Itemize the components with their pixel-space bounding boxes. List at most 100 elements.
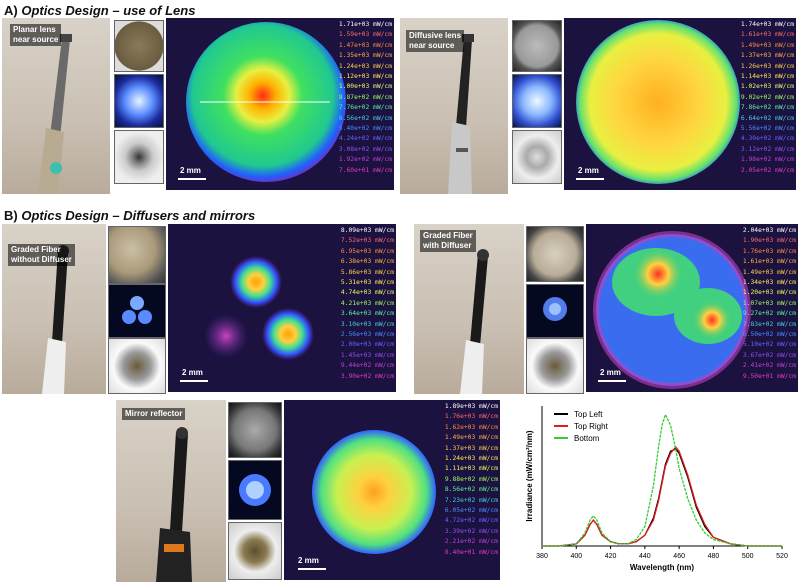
lens-photo-thumb [114, 20, 164, 72]
x-tick-label: 400 [570, 553, 582, 560]
legend-label: Top Right [574, 422, 609, 431]
panel-label: Planar lens near source [10, 24, 62, 46]
scale-bar-label: 2 mm [298, 556, 319, 565]
panel-label: Graded Fiber with Diffuser [420, 230, 476, 252]
legend-entry: 6.50e+02 mW/cm [742, 331, 796, 339]
legend-entry: 7.76e+02 mW/cm [338, 104, 392, 112]
section-a-prefix: A) [4, 3, 18, 18]
legend-entry: 5.86e+03 mW/cm [340, 268, 394, 276]
legend-entry: 1.07e+03 mW/cm [742, 299, 796, 307]
scale-bar-label: 2 mm [182, 368, 203, 377]
legend-entry: 1.89e+03 mW/cm [444, 403, 498, 410]
legend-entry: 8.87e+02 mW/cm [338, 93, 392, 101]
legend-entry: 7.23e+02 mW/cm [444, 496, 498, 504]
legend-entry: 1.11e+03 mW/cm [444, 465, 498, 473]
x-axis-label: Wavelength (nm) [630, 563, 694, 572]
legend-entry: 1.35e+03 mW/cm [338, 52, 392, 60]
legend-entry: 1.49e+03 mW/cm [742, 268, 796, 276]
legend-entry: 2.21e+02 mW/cm [444, 538, 498, 546]
legend-entry: 9.27e+02 mW/cm [742, 310, 796, 318]
scale-bar [576, 178, 604, 180]
tip-closeup-thumb [526, 338, 584, 394]
scale-bar-label: 2 mm [180, 166, 201, 175]
curing-light-device [156, 427, 192, 582]
legend-entry: 1.61e+03 mW/cm [742, 258, 796, 266]
y-axis-label: Irradiance (mW/cm²/nm) [525, 430, 534, 521]
legend-entry: 8.56e+02 mW/cm [444, 486, 498, 494]
legend-entry: 1.98e+02 mW/cm [740, 156, 794, 164]
legend-entry: 1.14e+03 mW/cm [740, 73, 794, 81]
legend-entry: 4.30e+02 mW/cm [740, 135, 794, 143]
legend-entry: 1.61e+03 mW/cm [740, 31, 794, 39]
legend-entry: 2.05e+02 mW/cm [740, 166, 794, 174]
panel-label: Diffusive lens near source [406, 30, 465, 52]
section-a-text: Optics Design – use of Lens [21, 3, 196, 18]
x-tick-label: 500 [742, 553, 754, 560]
tip-closeup-thumb [512, 130, 562, 184]
legend-entry: 4.21e+03 mW/cm [340, 299, 394, 307]
legend-entry: 1.90e+03 mW/cm [742, 237, 796, 245]
legend-entry: 3.64e+03 mW/cm [340, 310, 394, 318]
x-tick-label: 380 [536, 553, 548, 560]
x-tick-label: 520 [776, 553, 788, 560]
intensity-legend: 2.04e+03 mW/cm 1.90e+03 mW/cm 1.76e+03 mW/… [743, 226, 796, 382]
curing-light-device [448, 34, 474, 194]
legend-entry: 1.45e+03 mW/cm [340, 351, 394, 359]
panel-diffusive-lens: Diffusive lens near source 2 mm 1.74e+03… [400, 18, 796, 194]
legend-entry: 2.00e+03 mW/cm [340, 341, 394, 349]
x-tick-label: 440 [639, 553, 651, 560]
illuminated-thumb [512, 74, 562, 128]
legend-entry: 8.09e+03 mW/cm [340, 227, 394, 234]
curing-light-device [460, 249, 489, 394]
legend-entry: 1.62e+03 mW/cm [444, 423, 498, 431]
device-photo [414, 224, 524, 394]
legend-entry: 1.26e+03 mW/cm [740, 62, 794, 70]
legend-entry: 6.05e+02 mW/cm [444, 507, 498, 515]
illuminated-thumb [114, 74, 164, 128]
device-photo [2, 18, 110, 194]
lens-photo-thumb [512, 20, 562, 72]
x-tick-label: 460 [673, 553, 685, 560]
tip-closeup-thumb [108, 338, 166, 394]
scale-bar-label: 2 mm [578, 166, 599, 175]
legend-entry: 3.90e+02 mW/cm [340, 372, 394, 380]
tip-closeup-thumb [114, 130, 164, 184]
section-b-title: B) Optics Design – Diffusers and mirrors [4, 208, 255, 223]
series-line-bottom [542, 412, 782, 547]
legend-entry: 1.49e+03 mW/cm [740, 41, 794, 49]
legend-entry: 3.12e+02 mW/cm [740, 145, 794, 153]
irradiance-map: 2 mm 1.71e+03 mW/cm 1.59e+03 mW/cm 1.47e+0… [166, 18, 394, 190]
legend-entry: 5.40e+02 mW/cm [338, 125, 392, 133]
irradiance-map: 2 mm 2.04e+03 mW/cm 1.90e+03 mW/cm 1.76e+0… [586, 224, 798, 392]
curing-light-device [38, 34, 72, 194]
legend-entry: 1.59e+03 mW/cm [338, 31, 392, 39]
intensity-legend: 1.89e+03 mW/cm 1.76e+03 mW/cm 1.62e+03 mW/… [445, 402, 498, 558]
tip-closeup-thumb [228, 522, 282, 580]
legend-label: Top Left [574, 410, 603, 419]
legend-entry: 1.47e+03 mW/cm [338, 41, 392, 49]
legend-entry: 6.64e+02 mW/cm [740, 114, 794, 122]
legend-entry: 4.74e+03 mW/cm [340, 289, 394, 297]
scale-bar [598, 380, 626, 382]
spectrum-chart: 380 400 420 440 460 480 500 520 Wavelength (nm) I… [525, 406, 788, 572]
legend-entry: 1.20e+03 mW/cm [742, 289, 796, 297]
scale-bar [180, 380, 208, 382]
illuminated-thumb [228, 460, 282, 520]
legend-entry: 2.41e+02 mW/cm [742, 362, 796, 370]
legend-entry: 1.37e+03 mW/cm [740, 52, 794, 60]
legend-entry: 5.56e+02 mW/cm [740, 125, 794, 133]
legend-entry: 2.04e+03 mW/cm [742, 227, 796, 234]
legend-entry: 1.76e+03 mW/cm [444, 413, 498, 421]
scale-bar [298, 568, 326, 570]
legend-entry: 9.02e+02 mW/cm [740, 93, 794, 101]
scale-bar-label: 2 mm [600, 368, 621, 377]
series-line-top-left [542, 448, 782, 547]
legend-entry: 6.95e+03 mW/cm [340, 247, 394, 255]
section-a-title: A) Optics Design – use of Lens [4, 3, 195, 18]
illuminated-thumb [108, 284, 166, 338]
legend-entry: 1.02e+03 mW/cm [740, 83, 794, 91]
section-b-prefix: B) [4, 208, 18, 223]
legend-entry: 7.52e+03 mW/cm [340, 237, 394, 245]
legend-entry: 9.50e+01 mW/cm [742, 372, 796, 380]
lens-photo-thumb [108, 226, 166, 284]
